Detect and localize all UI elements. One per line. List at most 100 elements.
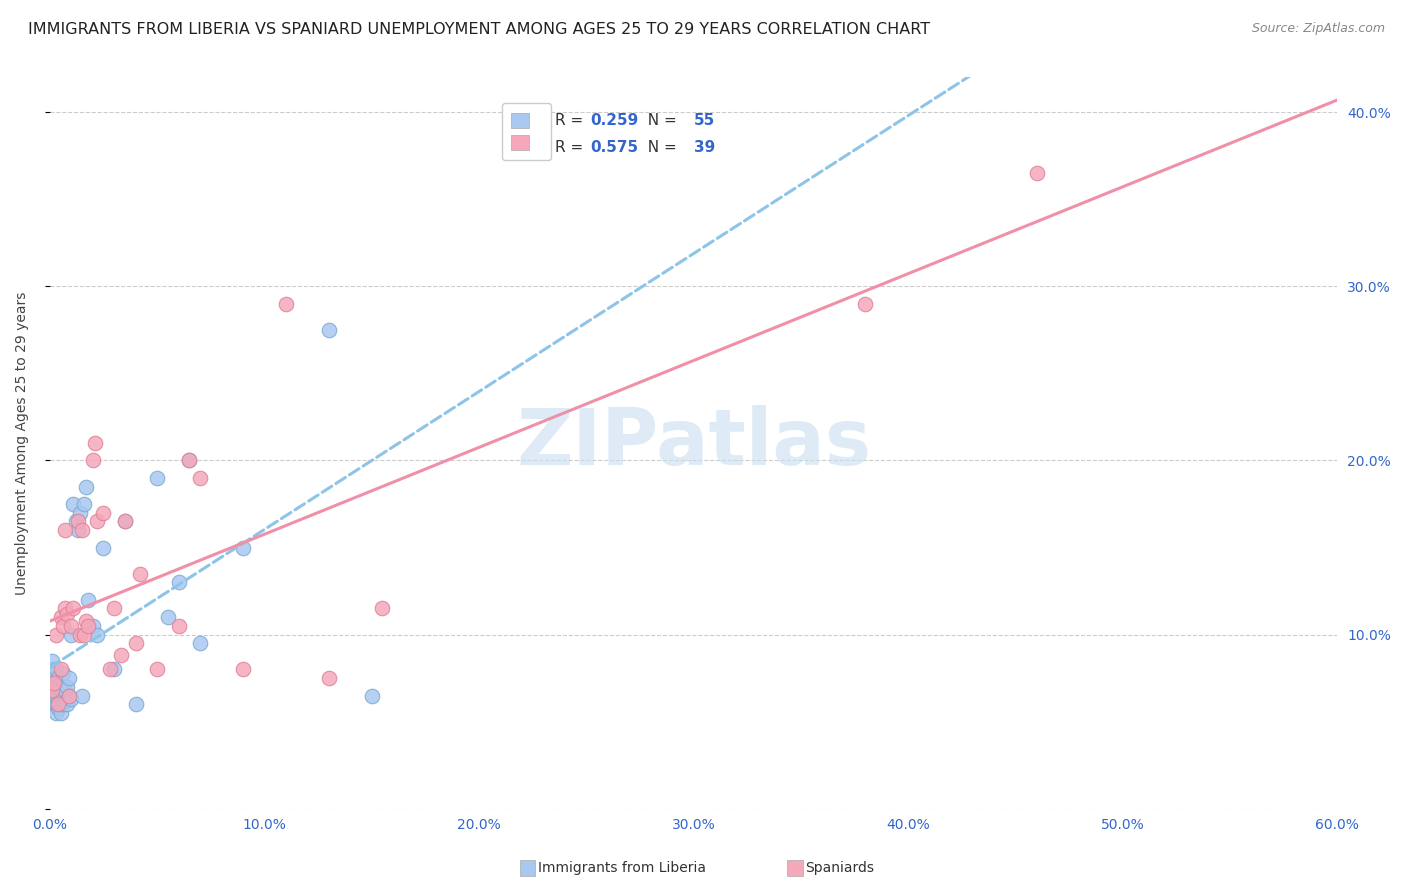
Point [82,619,104,633]
Point [58,671,80,685]
Point [114,515,136,529]
Point [83,436,105,450]
Point [86,515,108,529]
Point [49,706,72,720]
Point [48,697,70,711]
Point [188,636,211,650]
Point [49,676,72,690]
Point [318,671,340,685]
Point [56,697,79,711]
Point [56,607,79,621]
Text: N =: N = [638,140,682,154]
Point [56,680,79,694]
Point [45,627,67,641]
Point [48,697,70,711]
Point [188,471,211,485]
Point [156,610,179,624]
Point [69,506,91,520]
Point [58,689,80,703]
Point [179,453,201,467]
Text: 0.575: 0.575 [591,140,638,154]
Point [45,680,67,694]
Point [42,697,65,711]
Point [75,614,97,628]
Point [41,654,63,668]
Point [73,627,96,641]
Text: ZIPatlas: ZIPatlas [516,405,872,481]
Point [86,627,108,641]
Point [232,662,254,676]
Text: R =: R = [554,113,588,128]
Point [1026,166,1049,180]
Point [232,541,254,555]
Text: Spaniards: Spaniards [806,861,875,875]
Point [42,676,65,690]
Point [49,610,72,624]
Point [360,689,382,703]
Point [73,497,96,511]
Point [70,689,93,703]
Point [146,471,169,485]
Point [124,636,146,650]
Point [49,683,72,698]
Point [69,627,91,641]
Point [103,601,125,615]
Point [853,297,876,311]
Text: Immigrants from Liberia: Immigrants from Liberia [538,861,706,875]
Point [42,671,65,685]
Point [49,697,72,711]
Point [129,566,152,581]
Text: 39: 39 [693,140,714,154]
Point [52,697,75,711]
Point [45,662,67,676]
Point [45,689,67,703]
Y-axis label: Unemployment Among Ages 25 to 29 years: Unemployment Among Ages 25 to 29 years [15,292,30,595]
Point [53,523,76,537]
Point [75,479,97,493]
Text: 0.259: 0.259 [591,113,638,128]
Text: IMMIGRANTS FROM LIBERIA VS SPANIARD UNEMPLOYMENT AMONG AGES 25 TO 29 YEARS CORRE: IMMIGRANTS FROM LIBERIA VS SPANIARD UNEM… [28,22,931,37]
Point [70,523,93,537]
Point [98,662,121,676]
Point [53,683,76,698]
Text: 55: 55 [693,113,714,128]
Point [48,671,70,685]
Point [58,689,80,703]
Point [48,680,70,694]
Point [49,662,72,676]
Point [66,515,89,529]
Point [48,700,70,714]
Point [53,601,76,615]
Point [62,601,84,615]
Point [77,592,100,607]
Point [41,671,63,685]
Point [65,515,87,529]
Point [52,619,75,633]
Point [179,453,201,467]
Point [60,619,83,633]
Point [114,515,136,529]
Text: N =: N = [638,113,682,128]
Point [60,692,83,706]
Point [124,697,146,711]
Text: Source: ZipAtlas.com: Source: ZipAtlas.com [1251,22,1385,36]
Point [52,665,75,680]
Point [93,541,115,555]
Point [77,619,100,633]
Point [45,697,67,711]
Point [42,680,65,694]
Point [45,706,67,720]
Point [66,523,89,537]
Point [41,662,63,676]
Point [146,662,169,676]
Point [371,601,394,615]
Point [60,627,83,641]
Point [49,689,72,703]
Point [82,453,104,467]
Legend:  ,  : , [502,103,551,160]
Point [42,689,65,703]
Point [110,648,132,663]
Point [62,497,84,511]
Point [167,619,190,633]
Point [53,694,76,708]
